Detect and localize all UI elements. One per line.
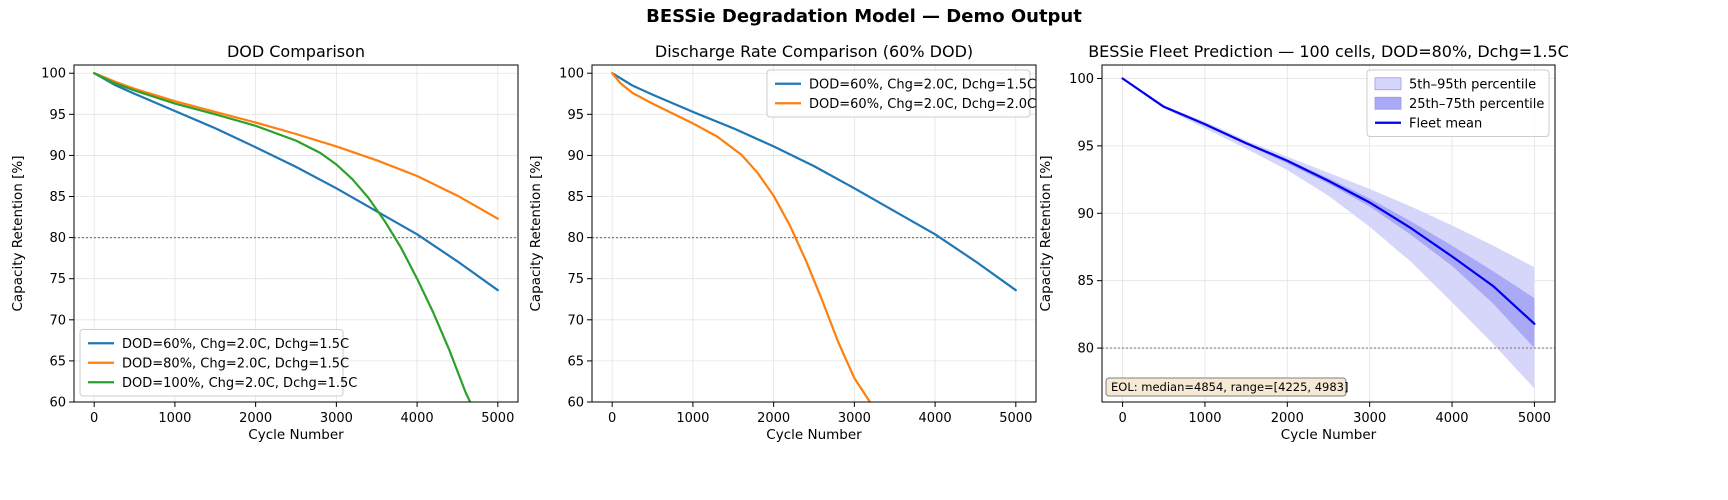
x-tick-label: 2000: [239, 411, 272, 426]
x-axis-label: Cycle Number: [248, 427, 344, 443]
legend: 5th–95th percentile 25th–75th percentile F…: [1366, 69, 1550, 137]
legend-label: 25th–75th percentile: [1409, 97, 1544, 112]
x-tick-label: 4000: [401, 411, 434, 426]
y-tick-label: 85: [1077, 274, 1094, 289]
y-tick-label: 80: [49, 231, 66, 246]
y-tick-label: 60: [567, 396, 584, 411]
y-tick-label: 100: [41, 67, 66, 82]
y-tick-label: 85: [567, 190, 584, 205]
legend-label: DOD=60%, Chg=2.0C, Dchg=2.0C: [809, 97, 1036, 112]
x-tick-label: 5000: [999, 411, 1032, 426]
series-line: [1121, 77, 1536, 325]
axes-title: DOD Comparison: [227, 42, 365, 61]
legend-box: [1366, 69, 1550, 137]
y-tick-label: 60: [49, 396, 66, 411]
legend-swatch: [1374, 96, 1402, 110]
x-tick-label: 4000: [919, 411, 952, 426]
y-tick-label: 80: [1077, 342, 1094, 357]
percentile-band: [1122, 78, 1535, 389]
x-tick-label: 2000: [1271, 411, 1304, 426]
series-line: [611, 72, 1017, 292]
x-tick-label: 0: [1118, 411, 1126, 426]
chart-panel-2: 0 1000 2000 3000 4000 5000 60 65 70 75 80 85 90 95 100…: [528, 42, 1037, 443]
y-tick-label: 95: [567, 108, 584, 123]
legend: DOD=60%, Chg=2.0C, Dchg=1.5C DOD=60%, Chg…: [766, 69, 1036, 118]
x-axis-label: Cycle Number: [766, 427, 862, 443]
series-line: [93, 72, 472, 402]
x-tick-label: 3000: [320, 411, 353, 426]
y-tick-label: 90: [567, 149, 584, 164]
x-tick-label: 5000: [481, 411, 514, 426]
plot-area: [592, 72, 1036, 402]
axes-frame: [591, 64, 1037, 403]
legend-label: DOD=100%, Chg=2.0C, Dchg=1.5C: [122, 376, 357, 391]
legend-label: 5th–95th percentile: [1409, 77, 1536, 92]
legend: DOD=60%, Chg=2.0C, Dchg=1.5C DOD=80%, Chg…: [79, 329, 357, 397]
y-axis-label: Capacity Retention [%]: [1038, 155, 1054, 311]
eol-annotation-box: [1105, 377, 1347, 397]
x-tick-label: 5000: [1518, 411, 1551, 426]
x-tick-label: 0: [608, 411, 616, 426]
y-tick-label: 75: [567, 272, 584, 287]
x-tick-label: 4000: [1435, 411, 1468, 426]
legend-box: [79, 329, 344, 397]
x-tick-label: 3000: [1353, 411, 1386, 426]
legend-label: DOD=60%, Chg=2.0C, Dchg=1.5C: [809, 77, 1036, 92]
y-axis-label: Capacity Retention [%]: [528, 155, 544, 311]
x-tick-label: 0: [90, 411, 98, 426]
x-axis-label: Cycle Number: [1281, 427, 1377, 443]
legend-label: DOD=80%, Chg=2.0C, Dchg=1.5C: [122, 356, 349, 371]
y-tick-label: 95: [1077, 139, 1094, 154]
x-tick-label: 1000: [676, 411, 709, 426]
series-line: [93, 72, 499, 292]
y-tick-label: 80: [567, 231, 584, 246]
eol-annotation-text: EOL: median=4854, range=[4225, 4983]: [1111, 380, 1348, 394]
y-tick-label: 70: [567, 313, 584, 328]
plot-area: [1102, 77, 1555, 389]
y-tick-label: 95: [49, 108, 66, 123]
y-tick-label: 65: [49, 354, 66, 369]
y-tick-label: 100: [1069, 72, 1094, 87]
y-tick-label: 70: [49, 313, 66, 328]
axes-title: BESSie Fleet Prediction — 100 cells, DOD…: [1088, 42, 1569, 61]
y-tick-label: 100: [559, 67, 584, 82]
y-tick-label: 75: [49, 272, 66, 287]
axes-title: Discharge Rate Comparison (60% DOD): [655, 42, 973, 61]
legend-box: [766, 69, 1031, 118]
y-tick-label: 65: [567, 354, 584, 369]
figure-title: BESSie Degradation Model — Demo Output: [646, 6, 1082, 27]
legend-swatch: [1374, 77, 1402, 91]
x-tick-label: 1000: [158, 411, 191, 426]
legend-label: Fleet mean: [1409, 116, 1482, 131]
x-tick-label: 2000: [757, 411, 790, 426]
chart-panel-1: 0 1000 2000 3000 4000 5000 60 65 70 75 80 85 90 95 100…: [10, 42, 519, 443]
series-line: [611, 72, 872, 402]
axes-frame: [1101, 64, 1556, 403]
y-tick-label: 85: [49, 190, 66, 205]
y-axis-label: Capacity Retention [%]: [10, 155, 26, 311]
y-tick-label: 90: [49, 149, 66, 164]
x-tick-label: 3000: [838, 411, 871, 426]
x-tick-label: 1000: [1188, 411, 1221, 426]
y-tick-label: 90: [1077, 207, 1094, 222]
axes-frame: [73, 64, 519, 403]
series-line: [93, 72, 499, 220]
plot-area: [74, 72, 518, 402]
chart-panel-3: 0 1000 2000 3000 4000 5000 80 85 90 95 100 BESSie F…: [1038, 42, 1569, 443]
legend-label: DOD=60%, Chg=2.0C, Dchg=1.5C: [122, 337, 349, 352]
